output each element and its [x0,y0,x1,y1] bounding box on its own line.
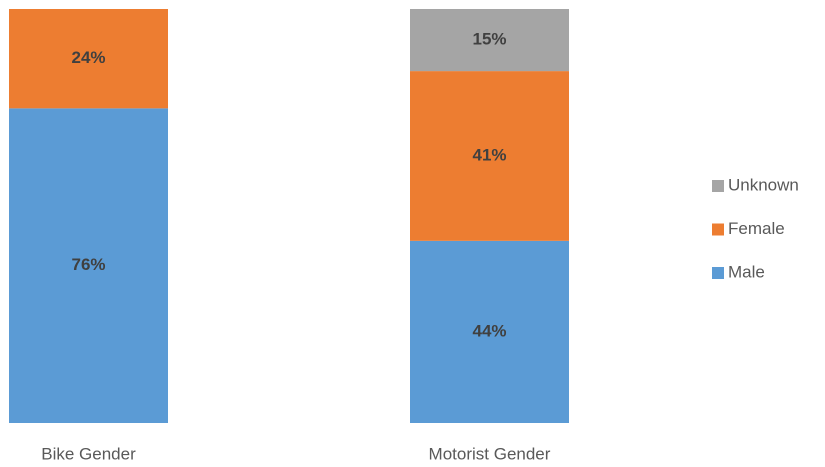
x-tick-label: Bike Gender [41,444,136,463]
bar-segment [9,9,168,109]
data-label: 44% [472,321,506,340]
data-label: 41% [472,145,506,164]
bar-segment [410,71,569,241]
bar-segment [410,9,569,72]
bar-segment [9,108,168,424]
data-label: 76% [71,255,105,274]
data-label: 24% [71,48,105,67]
legend-label: Female [728,219,785,238]
x-tick-label: Motorist Gender [429,444,551,463]
legend-swatch [712,180,724,192]
legend-swatch [712,223,724,236]
legend-swatch [712,267,724,279]
bar-segment [410,240,569,423]
legend-label: Unknown [728,175,799,194]
legend-label: Male [728,262,765,281]
data-label: 15% [472,30,506,49]
